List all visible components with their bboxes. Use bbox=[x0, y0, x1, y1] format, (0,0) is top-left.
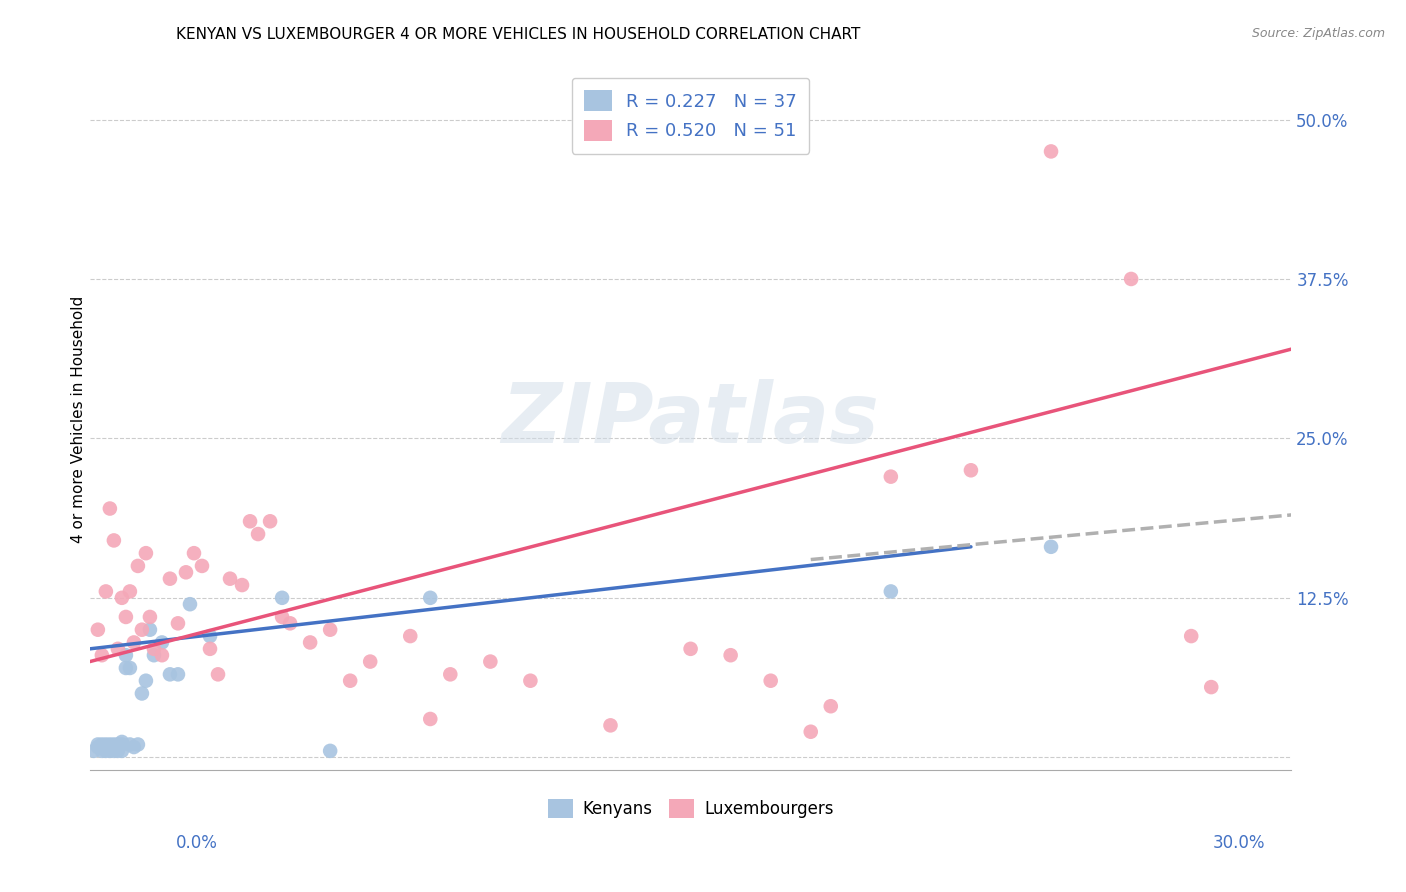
Point bbox=[90, 738, 112, 752]
Point bbox=[111, 738, 134, 752]
Point bbox=[94, 744, 117, 758]
Point bbox=[1180, 629, 1202, 643]
Point bbox=[399, 629, 422, 643]
Point bbox=[167, 667, 190, 681]
Point bbox=[1040, 145, 1063, 159]
Point bbox=[87, 623, 110, 637]
Point bbox=[83, 744, 105, 758]
Point bbox=[271, 610, 294, 624]
Point bbox=[159, 572, 181, 586]
Point bbox=[139, 623, 162, 637]
Point bbox=[87, 739, 110, 754]
Point bbox=[122, 739, 145, 754]
Point bbox=[231, 578, 253, 592]
Point bbox=[759, 673, 782, 688]
Point bbox=[139, 610, 162, 624]
Point bbox=[103, 738, 125, 752]
Point bbox=[419, 712, 441, 726]
Point bbox=[174, 566, 197, 580]
Point bbox=[115, 661, 138, 675]
Point bbox=[107, 738, 129, 752]
Point bbox=[880, 469, 903, 483]
Point bbox=[127, 738, 149, 752]
Point bbox=[1199, 680, 1222, 694]
Point bbox=[219, 572, 242, 586]
Point bbox=[720, 648, 742, 663]
Point bbox=[179, 597, 201, 611]
Point bbox=[111, 591, 134, 605]
Point bbox=[111, 744, 134, 758]
Point bbox=[103, 744, 125, 758]
Point bbox=[359, 655, 381, 669]
Legend: Kenyans, Luxembourgers: Kenyans, Luxembourgers bbox=[541, 792, 841, 825]
Point bbox=[1121, 272, 1143, 286]
Point bbox=[127, 558, 149, 573]
Point bbox=[131, 686, 153, 700]
Y-axis label: 4 or more Vehicles in Household: 4 or more Vehicles in Household bbox=[72, 295, 86, 543]
Point bbox=[115, 648, 138, 663]
Point bbox=[960, 463, 983, 477]
Point bbox=[679, 641, 702, 656]
Text: Source: ZipAtlas.com: Source: ZipAtlas.com bbox=[1251, 27, 1385, 40]
Point bbox=[87, 738, 110, 752]
Point bbox=[479, 655, 502, 669]
Point bbox=[142, 648, 165, 663]
Point bbox=[800, 724, 823, 739]
Point bbox=[198, 641, 221, 656]
Point bbox=[103, 533, 125, 548]
Point bbox=[167, 616, 190, 631]
Point bbox=[135, 673, 157, 688]
Point bbox=[98, 501, 121, 516]
Point bbox=[150, 635, 173, 649]
Point bbox=[135, 546, 157, 560]
Point bbox=[519, 673, 541, 688]
Point bbox=[107, 641, 129, 656]
Point bbox=[131, 623, 153, 637]
Point bbox=[90, 744, 112, 758]
Point bbox=[94, 584, 117, 599]
Text: 0.0%: 0.0% bbox=[176, 834, 218, 852]
Point bbox=[259, 514, 281, 528]
Text: KENYAN VS LUXEMBOURGER 4 OR MORE VEHICLES IN HOUSEHOLD CORRELATION CHART: KENYAN VS LUXEMBOURGER 4 OR MORE VEHICLE… bbox=[176, 27, 860, 42]
Point bbox=[419, 591, 441, 605]
Point bbox=[198, 629, 221, 643]
Text: 30.0%: 30.0% bbox=[1213, 834, 1265, 852]
Point bbox=[98, 739, 121, 754]
Point bbox=[880, 584, 903, 599]
Point bbox=[299, 635, 322, 649]
Point bbox=[98, 738, 121, 752]
Point bbox=[118, 584, 141, 599]
Point bbox=[98, 744, 121, 758]
Point bbox=[271, 591, 294, 605]
Point bbox=[239, 514, 262, 528]
Point bbox=[122, 635, 145, 649]
Point bbox=[150, 648, 173, 663]
Point bbox=[278, 616, 301, 631]
Point bbox=[111, 735, 134, 749]
Point bbox=[207, 667, 229, 681]
Point bbox=[115, 610, 138, 624]
Point bbox=[319, 623, 342, 637]
Point bbox=[339, 673, 361, 688]
Point bbox=[159, 667, 181, 681]
Point bbox=[191, 558, 214, 573]
Point bbox=[118, 661, 141, 675]
Point bbox=[247, 527, 270, 541]
Point bbox=[439, 667, 461, 681]
Point bbox=[599, 718, 621, 732]
Point bbox=[319, 744, 342, 758]
Point bbox=[90, 648, 112, 663]
Point bbox=[1040, 540, 1063, 554]
Point bbox=[107, 744, 129, 758]
Point bbox=[820, 699, 842, 714]
Point bbox=[94, 738, 117, 752]
Text: ZIPatlas: ZIPatlas bbox=[502, 379, 880, 459]
Point bbox=[183, 546, 205, 560]
Point bbox=[118, 738, 141, 752]
Point bbox=[142, 641, 165, 656]
